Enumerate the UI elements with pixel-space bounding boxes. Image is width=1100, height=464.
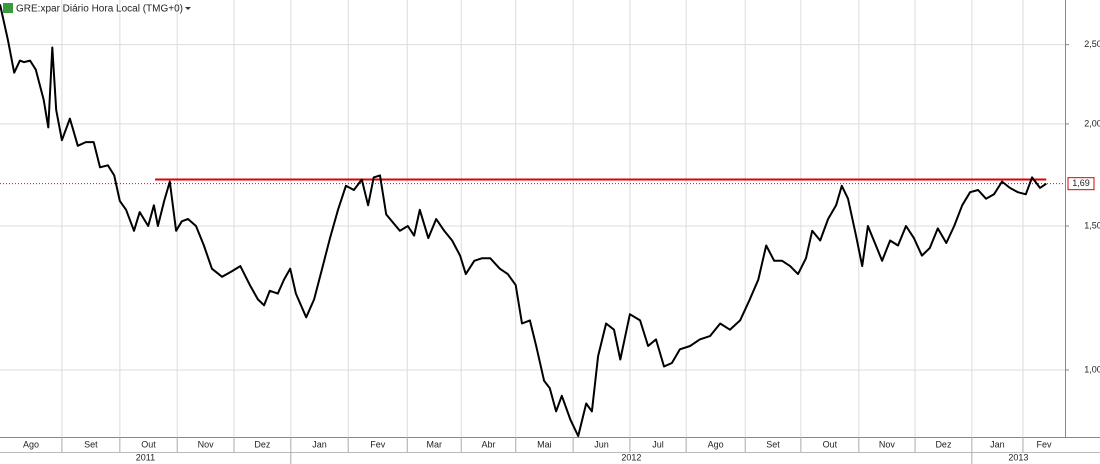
month-label: Nov <box>198 439 215 449</box>
month-label: Abr <box>481 439 495 449</box>
month-label: Fev <box>1036 439 1052 449</box>
chart-title[interactable]: GRE:xpar Diário Hora Local (TMG+0) <box>16 4 183 15</box>
y-tick-label: 1,50 <box>1084 220 1100 230</box>
month-label: Mai <box>537 439 552 449</box>
month-label: Jan <box>990 439 1005 449</box>
year-label: 2012 <box>621 452 641 462</box>
last-price-tag <box>1067 177 1095 191</box>
month-label: Out <box>141 439 156 449</box>
year-label: 2011 <box>136 452 155 462</box>
plot <box>0 4 1065 438</box>
month-label: Jan <box>312 439 327 449</box>
y-tick-label: 1,00 <box>1084 364 1100 374</box>
dropdown-caret[interactable] <box>185 7 191 10</box>
symbol-icon <box>3 3 13 13</box>
month-label: Dez <box>935 439 952 449</box>
month-label: Mar <box>426 439 442 449</box>
last-price-label: 1,69 <box>1072 178 1090 188</box>
month-label: Fev <box>370 439 386 449</box>
month-label: Ago <box>708 439 724 449</box>
year-label: 2013 <box>1008 452 1028 462</box>
month-label: Jul <box>652 439 664 449</box>
grid <box>0 0 1065 437</box>
y-tick-label: 2,00 <box>1084 118 1100 128</box>
month-label: Out <box>823 439 838 449</box>
month-label: Dez <box>254 439 271 449</box>
month-label: Nov <box>879 439 896 449</box>
price-line <box>0 4 1047 438</box>
y-tick-label: 2,50 <box>1084 39 1100 49</box>
month-label: Ago <box>23 439 39 449</box>
month-label: Jun <box>594 439 609 449</box>
month-label: Set <box>766 439 780 449</box>
month-label: Set <box>84 439 98 449</box>
